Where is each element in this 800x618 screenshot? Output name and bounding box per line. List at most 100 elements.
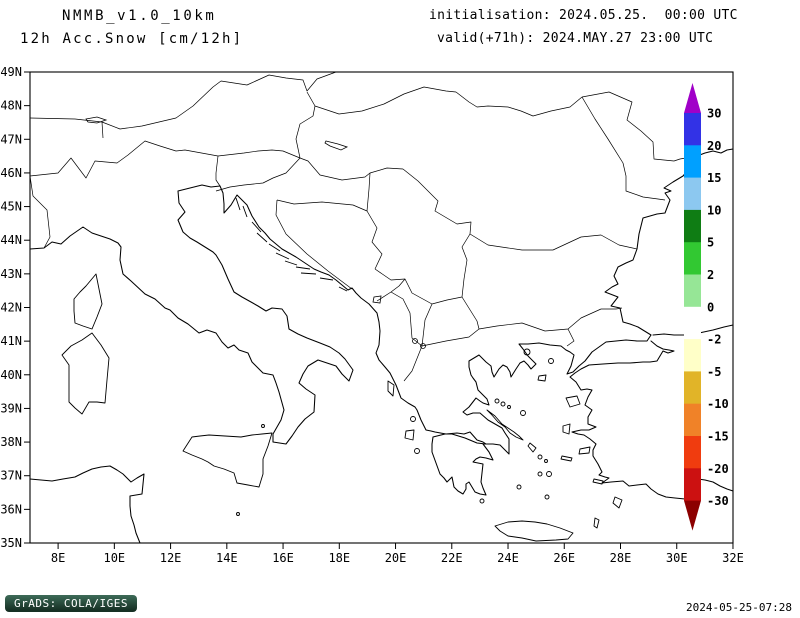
island-naxos <box>546 471 552 477</box>
island-samothrace <box>548 358 554 364</box>
colorbar-segment <box>684 274 701 308</box>
lon-tick-label: 28E <box>610 551 632 565</box>
lake-prespa <box>420 343 426 349</box>
island-corfu <box>387 380 395 397</box>
colorbar-segment <box>684 145 701 178</box>
colorbar-segment <box>684 177 701 211</box>
grads-stamp: GrADS: COLA/IGES <box>5 595 137 612</box>
lon-tick-label: 32E <box>722 551 744 565</box>
lon-tick-label: 26E <box>553 551 575 565</box>
colorbar-label: 20 <box>707 139 721 153</box>
island-chios <box>562 423 571 435</box>
colorbar-label: -30 <box>707 494 729 508</box>
model-name: NMMB_v1.0_10km <box>62 8 217 24</box>
lon-tick-label: 10E <box>103 551 125 565</box>
border-austria-hungary-slovakia <box>217 86 457 159</box>
lat-tick-label: 35N <box>0 536 22 550</box>
lon-tick-label: 8E <box>51 551 65 565</box>
creation-timestamp: 2024-05-25-07:28 <box>686 601 792 614</box>
lon-tick-label: 30E <box>666 551 688 565</box>
lon-tick-label: 18E <box>328 551 350 565</box>
lat-tick-label: 47N <box>0 132 22 146</box>
lat-tick-label: 38N <box>0 435 22 449</box>
lon-tick-label: 24E <box>497 551 519 565</box>
coastline-turkey-aegean <box>569 340 734 500</box>
colorbar-label: 5 <box>707 236 714 250</box>
lake-balaton <box>324 140 349 151</box>
colorbar-label: 30 <box>707 107 721 121</box>
colorbar-label: -5 <box>707 365 721 379</box>
island-paros <box>537 471 543 477</box>
colorbar-segment <box>684 339 701 372</box>
lake-constance <box>85 116 108 124</box>
coastline-africa <box>29 465 145 544</box>
coastline-italy <box>29 184 354 445</box>
island-sicily <box>182 432 273 488</box>
colorbar-arrow-bottom <box>684 500 701 531</box>
lat-tick-label: 44N <box>0 233 22 247</box>
lat-tick-label: 40N <box>0 368 22 382</box>
island-mykonos <box>544 459 548 463</box>
island-kythira <box>479 498 485 504</box>
init-time: initialisation: 2024.05.25. 00:00 UTC <box>429 8 738 23</box>
island-tinos <box>537 454 543 460</box>
lat-tick-label: 45N <box>0 200 22 214</box>
lat-tick-label: 49N <box>0 65 22 79</box>
island-andros <box>527 442 537 453</box>
lat-tick-label: 48N <box>0 99 22 113</box>
lake-scutari <box>372 295 382 304</box>
island-zakynthos <box>414 448 420 454</box>
lat-tick-label: 43N <box>0 267 22 281</box>
colorbar-label: 15 <box>707 171 721 185</box>
island-crete <box>494 520 574 542</box>
lakes <box>85 116 426 349</box>
colorbar-label: 0 <box>707 300 714 314</box>
colorbar-segment <box>684 371 701 405</box>
coastlines <box>29 148 734 544</box>
border-croatia-bosnia-serbia <box>275 172 371 290</box>
border-central-europe-north <box>29 71 337 139</box>
lat-tick-label: 37N <box>0 469 22 483</box>
field-title: 12h Acc.Snow [cm/12h] <box>20 31 244 47</box>
border-drina-kosovo-bulgaria <box>366 210 471 305</box>
island-thasos <box>523 348 531 356</box>
colorbar-segment <box>684 209 701 243</box>
colorbar-segment <box>684 113 701 146</box>
island-rhodes <box>612 496 623 509</box>
colorbar-segment <box>684 242 701 275</box>
colorbar-segment <box>684 403 701 437</box>
lon-tick-label: 20E <box>385 551 407 565</box>
island-kefalonia <box>404 429 415 441</box>
border-slovenia-croatia <box>215 155 301 192</box>
colorbar-label: 2 <box>707 268 714 282</box>
lon-tick-label: 22E <box>441 551 463 565</box>
island-skopelos <box>500 401 506 407</box>
lat-tick-label: 36N <box>0 502 22 516</box>
border-pannonia-danube <box>299 157 638 251</box>
island-lefkada <box>410 416 416 422</box>
border-montenegro-albania-macedonia <box>376 278 433 347</box>
axes: 49N 48N 47N 46N 45N 44N 43N 42N 41N 40N 39N 38N 37N 3… <box>0 65 744 565</box>
border-ukraine-romania-moldova <box>455 91 698 201</box>
colorbar-segment <box>684 306 701 340</box>
island-lesbos <box>565 395 581 408</box>
border-france-italy <box>29 175 51 249</box>
islands <box>61 197 623 542</box>
dalmatian-islands <box>235 197 348 292</box>
colorbar-label: -15 <box>707 430 729 444</box>
lat-tick-label: 46N <box>0 166 22 180</box>
island-samos <box>578 446 591 455</box>
colorbar-segment <box>684 468 701 501</box>
island-skiathos <box>494 398 500 404</box>
country-borders <box>29 71 698 382</box>
island-kos <box>592 478 604 485</box>
colorbar-label: -10 <box>707 397 729 411</box>
lon-tick-label: 12E <box>160 551 182 565</box>
colorbar-arrow-top <box>684 83 701 113</box>
island-lipari <box>261 424 265 428</box>
lat-tick-label: 42N <box>0 301 22 315</box>
island-sardinia <box>61 332 110 415</box>
island-euboea <box>486 409 524 441</box>
